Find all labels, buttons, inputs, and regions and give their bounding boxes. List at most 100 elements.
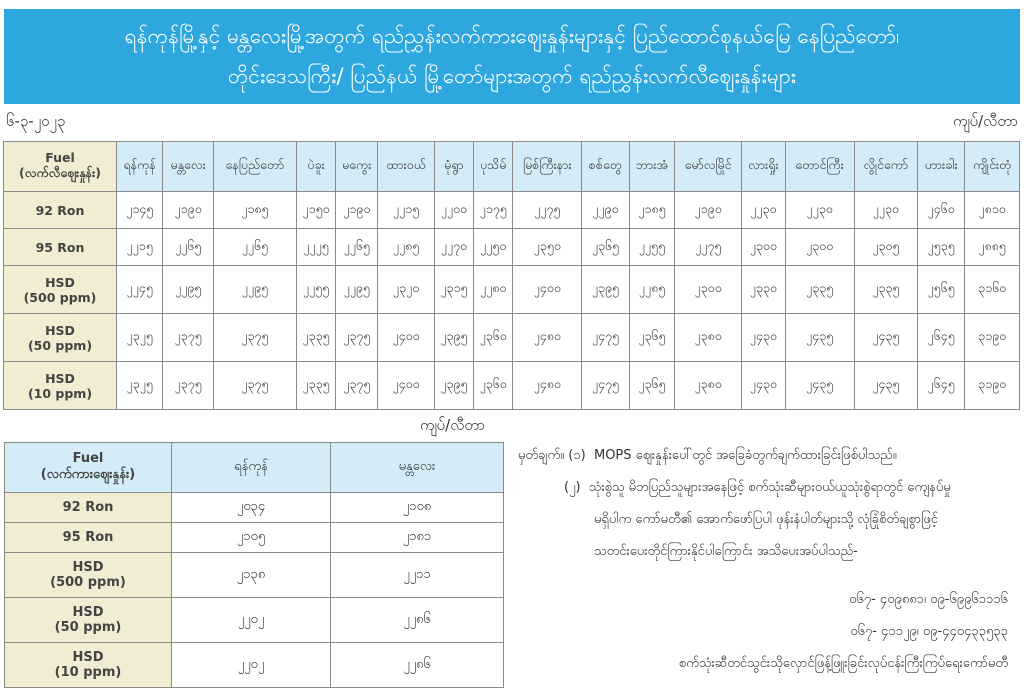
- fuel-name: HSD: [45, 274, 75, 290]
- price-cell: ၂၀၃၄: [171, 492, 331, 523]
- price-cell: ၂၁၉၀: [162, 191, 214, 229]
- city-header: ဘားအံ: [628, 141, 676, 192]
- price-cell: ၂၁၈၁: [330, 522, 504, 553]
- table-row: 92 Ron ၂၁၄၅ ၂၁၉၀ ၂၁၈၅ ၂၁၅၀ ၂၁၉၀ ၂၂၁၅ ၂၂၀၀ ၂၁၇၅ ၂၂…: [3, 191, 1020, 229]
- price-cell: ၂၂၀၂: [171, 597, 331, 643]
- price-cell: ၂၂၅၅: [295, 265, 337, 314]
- city-header: မန္တလေး: [330, 442, 504, 493]
- fuel-grade: (10 ppm): [27, 385, 93, 401]
- fuel-header: Fuel (လက်လီဈေးနှုန်း): [3, 141, 117, 192]
- note-2: (၂) သုံးစွဲသူ မိဘပြည်သူများအနေဖြင့် စက်သ…: [518, 472, 1018, 504]
- fuel-header-label: Fuel: [45, 149, 75, 165]
- price-cell: ၂၃၈၀: [674, 361, 742, 410]
- title-banner: ရန်ကုန်မြို့နှင့် မန္တလေးမြို့အတွက် ရည်ည…: [4, 9, 1020, 104]
- price-cell: ၂၂၀၀: [433, 191, 475, 229]
- fuel-name: HSD: [72, 560, 104, 575]
- fuel-label: 92 Ron: [3, 191, 117, 229]
- city-header: ရန်ကုန်: [171, 442, 331, 493]
- fuel-header: Fuel (လက်ကားဈေးနှုန်း): [4, 442, 172, 493]
- price-cell: ၂၄၃၅: [853, 361, 919, 410]
- price-cell: ၂၃၀၅: [853, 228, 919, 266]
- price-cell: ၂၃၈၀: [674, 313, 742, 362]
- note-text: သတင်းပေးတိုင်ကြားနိုင်ပါကြောင်း အသိပေးအပ…: [594, 544, 858, 559]
- table-row: HSD (10 ppm) ၂၃၂၅ ၂၃၇၅ ၂၃၇၅ ၂၃၃၅ ၂၃၇၅ ၂၄၀၀ ၂၃၉၅၂…: [3, 361, 1020, 410]
- table-row: HSD (500 ppm) ၂၂၄၅ ၂၂၉၅ ၂၂၉၅ ၂၂၅၅ ၂၂၉၅ ၂၃၂၀ ၂၃၁၅…: [3, 265, 1020, 314]
- city-header: ပုသိမ်: [473, 141, 514, 192]
- fuel-label: 95 Ron: [4, 522, 172, 553]
- price-cell: ၂၁၉၀: [674, 191, 742, 229]
- city-header: လွိုင်ကော်: [853, 141, 919, 192]
- price-cell: ၂၁၇၅: [473, 191, 514, 229]
- price-cell: ၂၄၀၀: [512, 265, 583, 314]
- city-header: စစ်တွေ: [581, 141, 630, 192]
- fuel-label: HSD (50 ppm): [4, 597, 172, 643]
- table-row: 95 Ron ၂၂၁၅ ၂၂၆၅ ၂၂၆၅ ၂၂၂၅ ၂၂၆၅ ၂၂၈၅ ၂၂၇၀ ၂၂၅၀ ၂၃…: [3, 228, 1020, 266]
- price-cell: ၂၂၀၂: [171, 642, 331, 688]
- price-cell: ၂၂၆၅: [212, 228, 297, 266]
- price-cell: ၂၅၃၅: [917, 228, 966, 266]
- fuel-grade: (10 ppm): [54, 665, 122, 680]
- fuel-name: HSD: [72, 605, 104, 620]
- fuel-grade: (50 ppm): [27, 337, 93, 353]
- fuel-name: HSD: [45, 322, 75, 338]
- price-cell: ၂၂၈၀: [473, 265, 514, 314]
- fuel-grade: (500 ppm): [50, 575, 126, 590]
- fuel-label: HSD (500 ppm): [3, 265, 117, 314]
- city-header: ရန်ကုန်: [115, 141, 164, 192]
- note-text: သုံးစွဲသူ မိဘပြည်သူများအနေဖြင့် စက်သုံးဆ…: [588, 480, 951, 495]
- phone-numbers-2: ၀၆၇- ၄၁၁၂၉၊ ၀၉-၄၄၀၄၃၃၅၃၃: [850, 624, 1008, 639]
- city-header: ပဲခူး: [295, 141, 337, 192]
- price-cell: ၂၂၉၅: [212, 265, 297, 314]
- price-cell: ၂၂၆၅: [335, 228, 379, 266]
- price-cell: ၂၄၀၀: [377, 313, 435, 362]
- price-cell: ၂၂၇၀: [433, 228, 475, 266]
- date: ၆-၃-၂၀၂၃: [6, 112, 66, 130]
- price-cell: ၂၂၃၀: [784, 191, 855, 229]
- fuel-header-sub: (လက်ကားဈေးနှုန်း): [40, 466, 136, 482]
- price-cell: ၂၄၈၀: [512, 361, 583, 410]
- price-cell: ၂၈၈၅: [964, 228, 1020, 266]
- price-cell: ၂၄၆၀: [917, 191, 966, 229]
- price-cell: ၂၃၇၅: [335, 361, 379, 410]
- fuel-grade: (500 ppm): [23, 289, 97, 305]
- price-cell: ၂၂၈၆: [330, 642, 504, 688]
- price-cell: ၂၄၇၅: [581, 313, 630, 362]
- price-cell: ၂၃၇၅: [162, 361, 214, 410]
- price-cell: ၂၃၃၅: [295, 313, 337, 362]
- price-cell: ၂၄၀၀: [377, 361, 435, 410]
- city-header: လားရှိုး: [741, 141, 786, 192]
- fuel-name: 95 Ron: [62, 530, 114, 545]
- price-cell: ၂၃၃၅: [784, 265, 855, 314]
- phone-numbers-1: ၀၆၇- ၄၀၉၈၈၁၊ ၀၉-၆၉၉၆၁၁၁၆: [849, 592, 1008, 607]
- price-cell: ၂၂၈၅: [628, 265, 676, 314]
- price-cell: ၂၃၂၅: [115, 313, 164, 362]
- price-cell: ၂၁၉၀: [335, 191, 379, 229]
- price-cell: ၂၃၇၅: [212, 361, 297, 410]
- price-cell: ၂၃၉၅: [433, 361, 475, 410]
- table-row: 95 Ron ၂၁၀၅ ၂၁၈၁: [4, 522, 504, 553]
- price-cell: ၂၂၇၅: [512, 191, 583, 229]
- city-header: တောင်ကြီး: [784, 141, 855, 192]
- price-cell: ၂၂၇၅: [674, 228, 742, 266]
- price-cell: ၂၁၃၈: [171, 552, 331, 598]
- committee-name: စက်သုံးဆီတင်သွင်းသိုလှောင်ဖြန့်ဖြူးခြင်း…: [678, 656, 1008, 671]
- table-row: HSD (50 ppm) ၂၂၀၂ ၂၂၈၆: [4, 597, 504, 643]
- table-header-row: Fuel (လက်လီဈေးနှုန်း) ရန်ကုန် မန္တလေး နေပြ…: [3, 141, 1020, 192]
- notes: မှတ်ချက်။ (၁) MOPS ဈေးနှုန်းပေါ်တွင် အခြ…: [518, 440, 1018, 680]
- city-header: မုံရွာ: [433, 141, 475, 192]
- price-cell: ၂၂၈၅: [377, 228, 435, 266]
- price-cell: ၂၂၃၀: [853, 191, 919, 229]
- fuel-name: 95 Ron: [35, 239, 85, 255]
- price-cell: ၂၃၂၅: [115, 361, 164, 410]
- price-cell: ၂၂၅၅: [628, 228, 676, 266]
- price-cell: ၂၁၀၅: [171, 522, 331, 553]
- price-cell: ၂၂၄၅: [115, 265, 164, 314]
- fuel-header-sub: (လက်လီဈေးနှုန်း): [19, 164, 101, 180]
- fuel-name: 92 Ron: [62, 500, 114, 515]
- note-number: (၁): [568, 448, 586, 463]
- price-cell: ၂၁၈၅: [628, 191, 676, 229]
- price-cell: ၂၃၃၀: [741, 265, 786, 314]
- note-text: မရှိပါက ကော်မတီ၏ အောက်ဖော်ပြပါ ဖုန်းနံပါ…: [594, 512, 938, 527]
- price-cell: ၂၂၃၀: [741, 191, 786, 229]
- table-row: HSD (500 ppm) ၂၁၃၈ ၂၂၁၁: [4, 552, 504, 598]
